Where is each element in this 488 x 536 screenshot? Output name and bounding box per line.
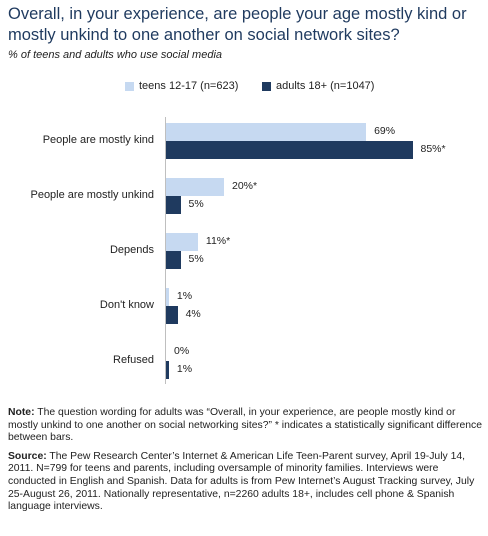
category-label: People are mostly kind <box>42 134 154 146</box>
bar-teens <box>166 178 224 196</box>
value-label-teens: 20%* <box>232 180 258 192</box>
bar-adults <box>166 141 413 159</box>
bar-adults <box>166 196 181 214</box>
chart-notes: Note: The question wording for adults wa… <box>8 407 484 520</box>
legend-item-adults: adults 18+ (n=1047) <box>262 80 374 92</box>
value-label-adults: 85%* <box>420 143 446 155</box>
note-text: The question wording for adults was “Ove… <box>8 407 482 444</box>
legend-item-teens: teens 12-17 (n=623) <box>125 80 238 92</box>
note-label: Note: <box>8 407 35 418</box>
value-label-teens: 69% <box>374 125 396 137</box>
source-paragraph: Source: The Pew Research Center’s Intern… <box>8 451 484 514</box>
bar-teens <box>166 288 169 306</box>
value-label-adults: 4% <box>185 308 201 320</box>
bar-adults <box>166 361 169 379</box>
legend-swatch-adults <box>262 81 271 91</box>
category-label: Don't know <box>99 299 154 311</box>
note-paragraph: Note: The question wording for adults wa… <box>8 407 484 445</box>
chart-axis <box>165 117 166 384</box>
bar-chart: People are mostly kind 69% 85%* People are … <box>0 100 488 400</box>
value-label-teens: 11%* <box>205 235 231 247</box>
chart-legend: teens 12-17 (n=623) adults 18+ (n=1047) <box>0 80 488 96</box>
source-label: Source: <box>8 450 47 462</box>
legend-label-teens: teens 12-17 (n=623) <box>139 80 239 92</box>
category-label: People are mostly unkind <box>30 189 154 201</box>
bar-teens <box>166 123 367 141</box>
value-label-teens: 0% <box>174 345 190 357</box>
value-label-adults: 5% <box>188 198 204 210</box>
legend-swatch-teens <box>125 81 134 91</box>
bar-adults <box>166 306 178 324</box>
chart-title: Overall, in your experience, are people … <box>8 5 467 44</box>
bar-teens <box>166 233 198 251</box>
bar-adults <box>166 251 181 269</box>
source-text: The Pew Research Center’s Internet & Ame… <box>8 450 475 513</box>
category-label: Depends <box>109 244 154 256</box>
value-label-adults: 1% <box>176 363 193 375</box>
chart-subtitle: % of teens and adults who use social med… <box>8 49 223 61</box>
value-label-teens: 1% <box>176 290 193 302</box>
value-label-adults: 5% <box>188 253 204 265</box>
category-label: Refused <box>113 354 154 366</box>
legend-label-adults: adults 18+ (n=1047) <box>276 80 375 92</box>
